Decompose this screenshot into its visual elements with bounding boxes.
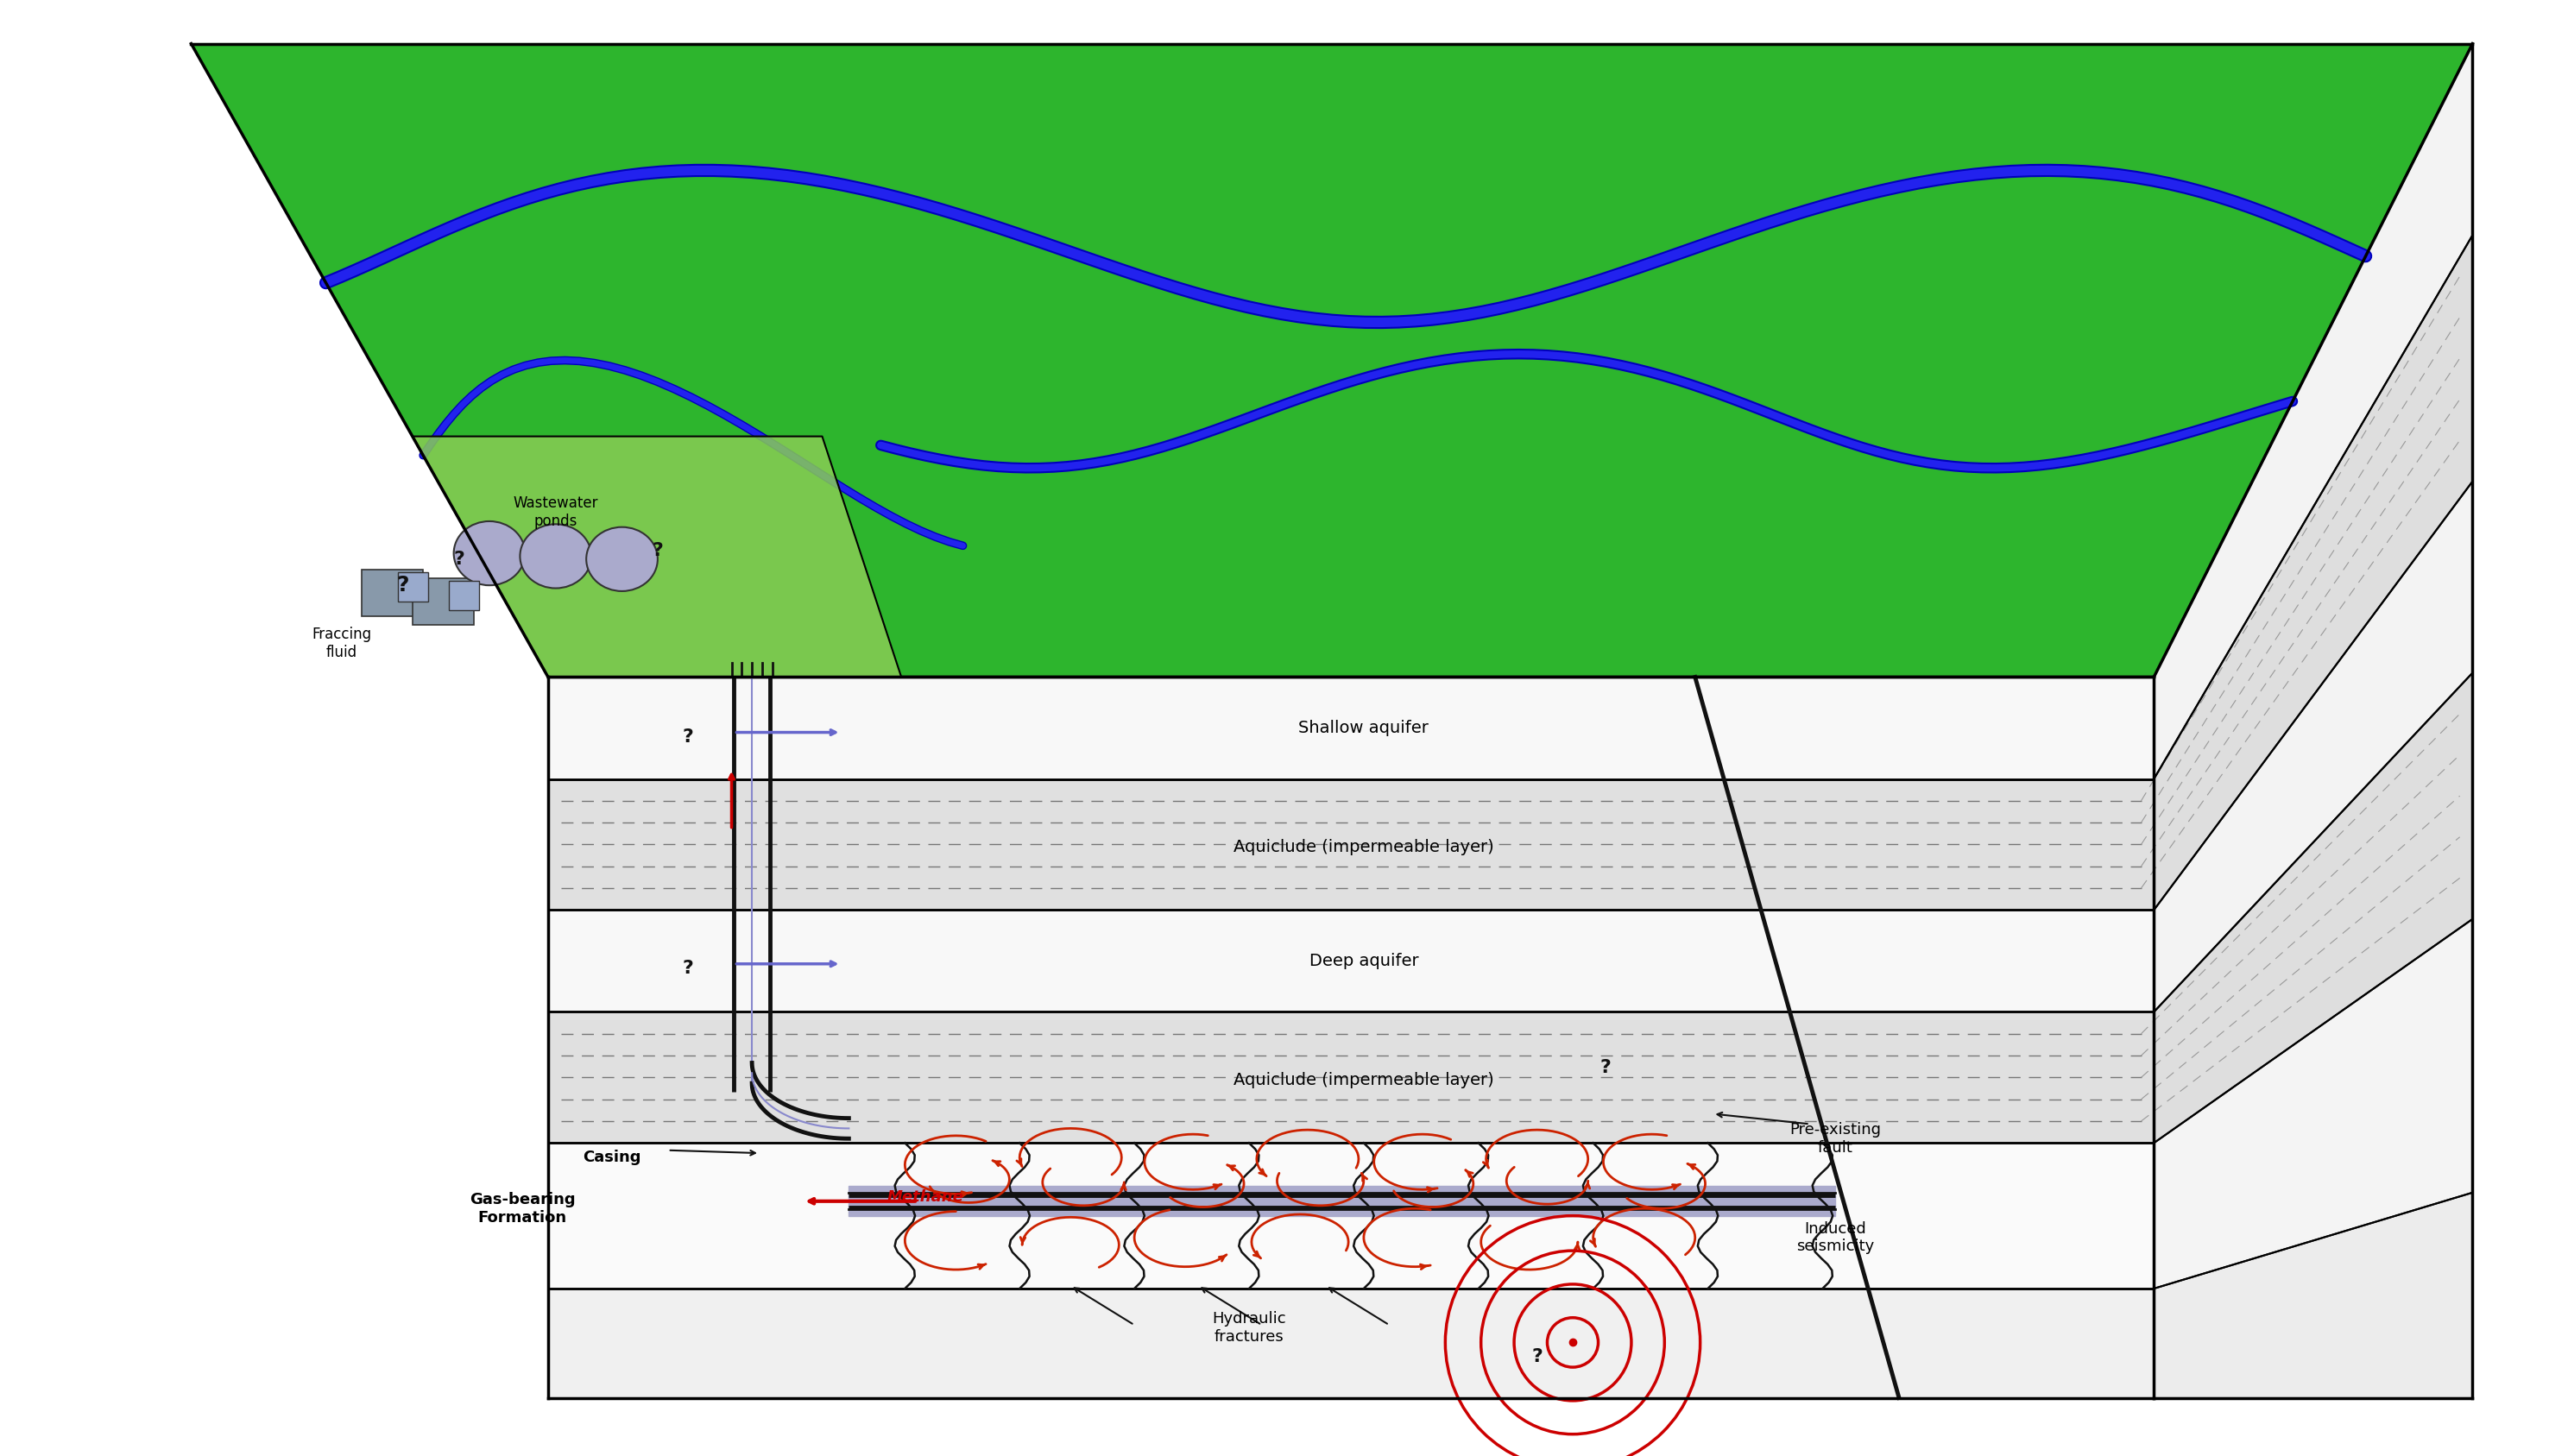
- Text: ?: ?: [1532, 1348, 1542, 1366]
- Polygon shape: [2154, 482, 2473, 1012]
- Text: Casing: Casing: [584, 1150, 640, 1165]
- Text: Wastewater
ponds: Wastewater ponds: [512, 496, 599, 529]
- FancyBboxPatch shape: [449, 581, 479, 610]
- Polygon shape: [2154, 44, 2473, 1398]
- Polygon shape: [2154, 673, 2473, 1143]
- Text: Fraccing
fluid: Fraccing fluid: [311, 628, 372, 660]
- Text: Shallow aquifer: Shallow aquifer: [1297, 719, 1430, 737]
- Polygon shape: [2154, 44, 2473, 779]
- Polygon shape: [548, 1012, 2154, 1143]
- Polygon shape: [548, 1143, 2154, 1289]
- Text: Aquiclude (impermeable layer): Aquiclude (impermeable layer): [1234, 1072, 1494, 1089]
- Ellipse shape: [454, 521, 525, 585]
- Text: ?: ?: [683, 960, 693, 977]
- FancyBboxPatch shape: [413, 578, 474, 625]
- Ellipse shape: [520, 524, 591, 588]
- Polygon shape: [413, 437, 902, 677]
- Text: Induced
seismicity: Induced seismicity: [1797, 1222, 1874, 1254]
- Polygon shape: [548, 910, 2154, 1012]
- Text: ?: ?: [454, 550, 464, 568]
- Text: Gas-bearing
Formation: Gas-bearing Formation: [469, 1192, 576, 1224]
- Text: ?: ?: [683, 728, 693, 745]
- Polygon shape: [849, 1185, 1835, 1217]
- Text: Aquiclude (impermeable layer): Aquiclude (impermeable layer): [1234, 839, 1494, 856]
- Polygon shape: [191, 44, 2473, 677]
- Polygon shape: [548, 677, 2154, 779]
- Polygon shape: [2154, 1192, 2473, 1398]
- Text: ?: ?: [398, 575, 408, 596]
- Text: ?: ?: [1601, 1059, 1611, 1076]
- Polygon shape: [2154, 919, 2473, 1289]
- Polygon shape: [548, 779, 2154, 910]
- Text: Pre-existing
fault: Pre-existing fault: [1789, 1123, 1881, 1155]
- Polygon shape: [548, 1289, 2154, 1398]
- Ellipse shape: [586, 527, 658, 591]
- Text: ?: ?: [653, 542, 663, 559]
- Text: Hydraulic
fractures: Hydraulic fractures: [1213, 1312, 1285, 1344]
- FancyBboxPatch shape: [398, 572, 428, 601]
- Polygon shape: [2154, 236, 2473, 910]
- FancyBboxPatch shape: [362, 569, 423, 616]
- Polygon shape: [548, 677, 2154, 1398]
- Text: Methane: Methane: [887, 1190, 964, 1204]
- Text: Deep aquifer: Deep aquifer: [1310, 952, 1417, 970]
